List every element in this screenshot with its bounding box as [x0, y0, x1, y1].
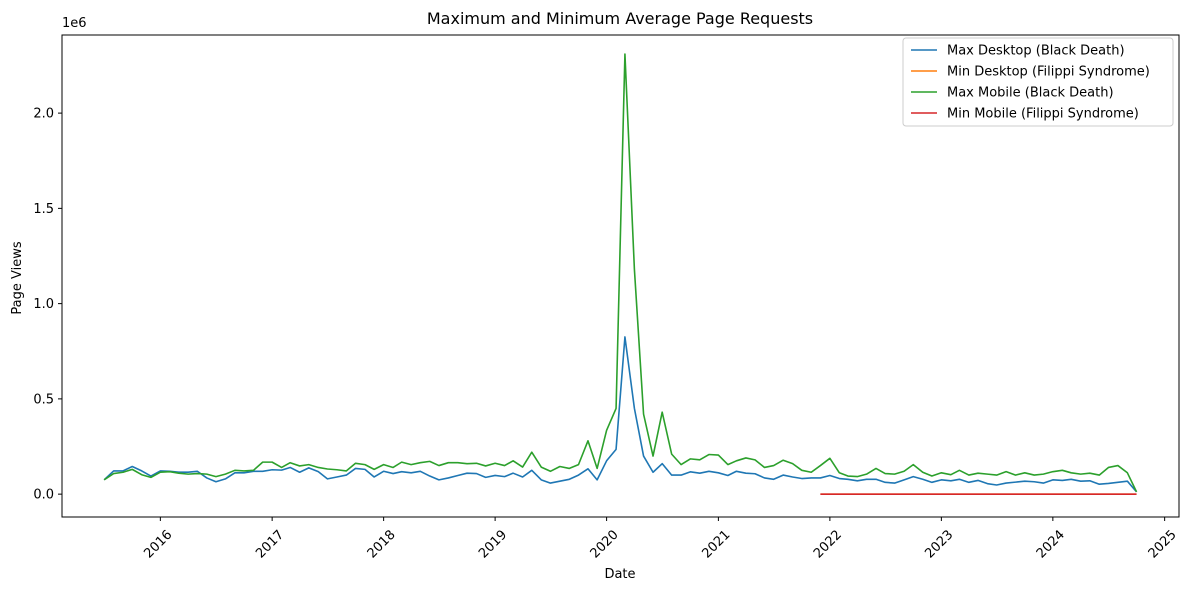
legend-label: Min Desktop (Filippi Syndrome) — [947, 65, 1150, 80]
y-axis-label: Page Views — [10, 241, 25, 314]
legend-label: Max Desktop (Black Death) — [947, 44, 1125, 59]
y-tick-label: 0.5 — [33, 392, 54, 407]
y-tick-label: 1.5 — [33, 202, 54, 217]
chart-title: Maximum and Minimum Average Page Request… — [427, 9, 813, 28]
series-line-1 — [103, 336, 1138, 493]
legend-label: Min Mobile (Filippi Syndrome) — [947, 107, 1139, 122]
plot-frame — [61, 34, 1180, 518]
y-tick-label: 1.0 — [33, 297, 54, 312]
legend-label: Max Mobile (Black Death) — [947, 86, 1114, 101]
x-axis-label: Date — [604, 567, 635, 582]
y-tick-label: 2.0 — [33, 107, 54, 122]
y-offset-label: 1e6 — [62, 16, 87, 31]
legend: Max Desktop (Black Death) Min Desktop (Fi… — [902, 37, 1174, 127]
legend-box — [902, 37, 1174, 127]
plot-lines — [103, 53, 1138, 495]
series-line-3 — [103, 53, 1138, 493]
y-tick-label: 0.0 — [33, 488, 54, 503]
